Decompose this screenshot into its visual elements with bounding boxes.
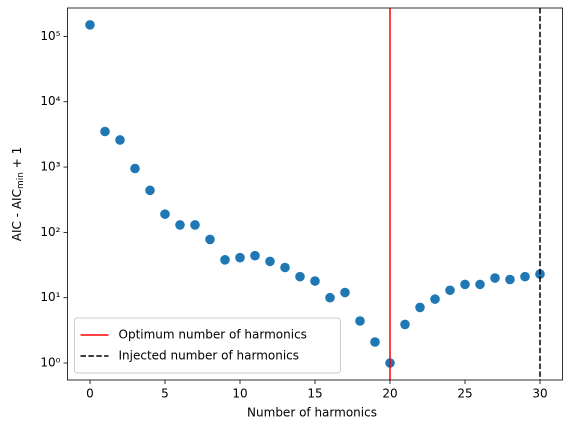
x-tick-label: 20: [382, 387, 397, 401]
legend-label: Injected number of harmonics: [119, 349, 300, 363]
point: [205, 234, 215, 245]
plot-frame: [67, 7, 563, 381]
point: [250, 250, 260, 261]
point: [505, 274, 515, 285]
point: [175, 220, 185, 230]
point: [145, 185, 155, 196]
y-label-sub: min: [16, 172, 26, 189]
point: [490, 273, 500, 283]
point: [100, 126, 110, 137]
point: [355, 316, 365, 326]
point: [430, 294, 440, 304]
point: [400, 319, 410, 330]
point: [415, 302, 425, 313]
y-tick-label: 10²: [40, 225, 60, 239]
y-label-tail: + 1: [10, 147, 24, 172]
point: [520, 271, 530, 282]
x-tick-label: 30: [532, 387, 547, 401]
y-axis-label: AIC - AICmin + 1: [10, 147, 26, 242]
point: [115, 135, 125, 145]
point: [475, 279, 485, 290]
y-label-main: AIC - AIC: [10, 189, 24, 241]
legend-box: [74, 317, 341, 374]
y-tick-label: 10⁵: [40, 29, 60, 43]
point: [220, 255, 230, 265]
point: [265, 256, 275, 267]
y-tick-label: 10¹: [40, 290, 60, 304]
point: [160, 209, 170, 219]
point: [280, 262, 290, 273]
x-tick-label: 15: [307, 387, 322, 401]
point: [460, 279, 470, 290]
x-tick-label: 10: [232, 387, 247, 401]
x-axis-label: Number of harmonics: [247, 406, 377, 420]
point: [190, 220, 200, 230]
point: [325, 292, 335, 303]
point: [235, 252, 245, 263]
point: [340, 287, 350, 298]
y-tick-label: 10⁰: [40, 356, 60, 370]
point: [370, 337, 380, 347]
y-tick-label: 10⁴: [40, 94, 60, 108]
point: [445, 285, 455, 296]
point: [310, 276, 320, 286]
legend-label: Optimum number of harmonics: [119, 328, 307, 342]
x-tick-label: 5: [161, 387, 169, 401]
x-tick-label: 0: [86, 387, 94, 401]
point: [295, 271, 305, 282]
point: [85, 20, 95, 30]
y-tick-label: 10³: [40, 160, 60, 174]
x-tick-label: 25: [457, 387, 472, 401]
point: [130, 163, 140, 174]
